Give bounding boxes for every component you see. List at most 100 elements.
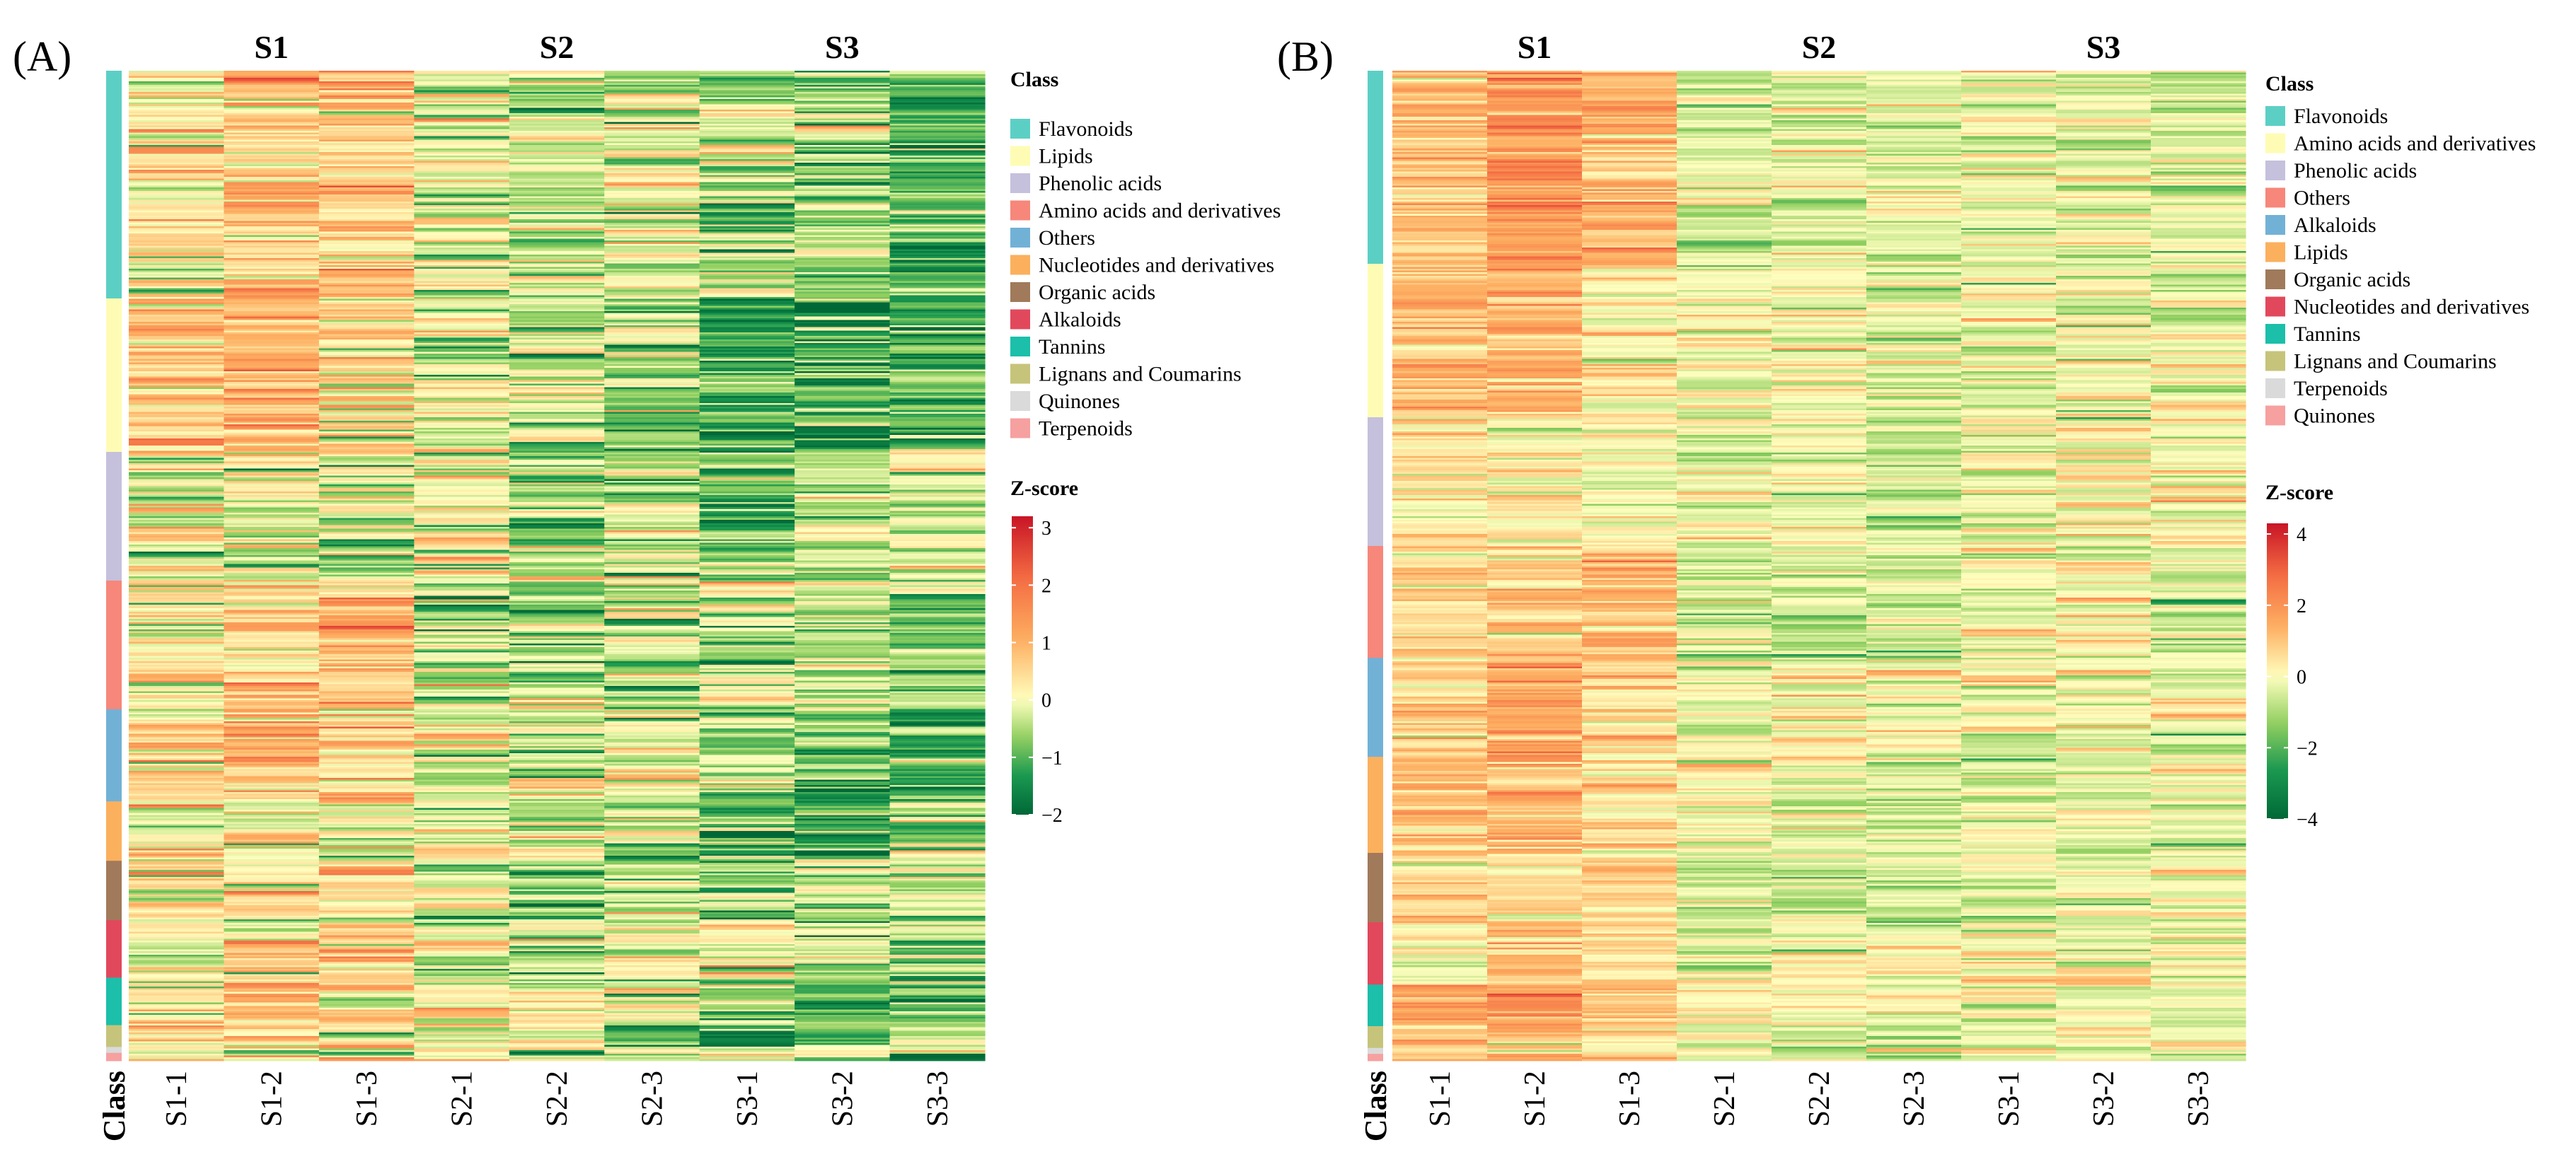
heatmap-cell (414, 382, 510, 384)
heatmap-cell (318, 1023, 415, 1026)
heatmap-cell (318, 818, 415, 821)
heatmap-cell (795, 838, 891, 840)
heatmap-cell (129, 283, 225, 285)
heatmap-cell (699, 180, 795, 182)
heatmap-cell (224, 456, 320, 458)
heatmap-cell (414, 120, 510, 122)
heatmap-cell (604, 537, 700, 540)
heatmap-cell (318, 71, 415, 73)
heatmap-cell (129, 270, 225, 273)
heatmap-cell (889, 612, 986, 614)
heatmap-cell (699, 690, 795, 692)
heatmap-cell (224, 884, 320, 886)
heatmap-cell (224, 196, 320, 199)
heatmap-cell (414, 617, 510, 620)
heatmap-cell (318, 541, 415, 543)
heatmap-cell (129, 419, 225, 421)
heatmap-cell (795, 221, 891, 223)
heatmap-cell (224, 891, 320, 893)
heatmap-cell (509, 949, 605, 952)
heatmap-cell (414, 390, 510, 393)
heatmap-cell (889, 216, 986, 218)
heatmap-cell (318, 912, 415, 914)
heatmap-cell (889, 691, 986, 694)
heatmap-cell (699, 76, 795, 78)
heatmap-cell (318, 587, 415, 589)
heatmap-cell (509, 382, 605, 384)
heatmap-cell (795, 532, 891, 535)
heatmap-cell (129, 707, 225, 709)
heatmap-cell (509, 839, 605, 842)
heatmap-cell (604, 474, 700, 476)
heatmap-cell (318, 426, 415, 429)
heatmap-cell (889, 212, 986, 214)
heatmap-cell (889, 845, 986, 847)
heatmap-cell (889, 949, 986, 952)
heatmap-cell (129, 962, 225, 964)
heatmap-cell (604, 651, 700, 653)
heatmap-cell (604, 440, 700, 443)
heatmap-cell (224, 984, 320, 987)
heatmap-cell (414, 251, 510, 253)
heatmap-cell (318, 375, 415, 377)
heatmap-cell (795, 198, 891, 200)
heatmap-cell (224, 672, 320, 674)
heatmap-cell (129, 175, 225, 178)
heatmap-cell (224, 652, 320, 655)
heatmap-cell (224, 868, 320, 871)
heatmap-cell (224, 443, 320, 446)
heatmap-cell (318, 341, 415, 344)
heatmap-cell (224, 482, 320, 485)
heatmap-cell (604, 419, 700, 421)
heatmap-cell (699, 541, 795, 543)
heatmap-cell (604, 426, 700, 429)
heatmap-cell (889, 994, 986, 996)
heatmap-cell (129, 354, 225, 356)
heatmap-cell (699, 804, 795, 807)
heatmap-cell (509, 79, 605, 82)
heatmap-cell (795, 868, 891, 871)
heatmap-cell (224, 1001, 320, 1003)
heatmap-cell (318, 198, 415, 200)
heatmap-cell (889, 726, 986, 729)
heatmap-cell (509, 81, 605, 83)
heatmap-cell (795, 153, 891, 156)
heatmap-cell (699, 786, 795, 789)
heatmap-cell (129, 673, 225, 676)
heatmap-cell (509, 977, 605, 980)
heatmap-cell (795, 177, 891, 179)
heatmap-cell (604, 412, 700, 414)
heatmap-cell (604, 334, 700, 337)
heatmap-cell (509, 132, 605, 135)
heatmap-cell (224, 753, 320, 755)
heatmap-cell (414, 369, 510, 372)
heatmap-cell (604, 265, 700, 267)
heatmap-cell (224, 189, 320, 192)
heatmap-cell (318, 772, 415, 775)
heatmap-cell (699, 545, 795, 547)
heatmap-cell (224, 79, 320, 82)
heatmap-cell (509, 371, 605, 373)
heatmap-cell (129, 815, 225, 818)
heatmap-cell (509, 859, 605, 861)
heatmap-cell (795, 251, 891, 253)
heatmap-cell (318, 127, 415, 129)
heatmap-cell (795, 394, 891, 397)
heatmap-cell (414, 797, 510, 800)
heatmap-cell (224, 567, 320, 570)
heatmap-cell (318, 401, 415, 404)
heatmap-cell (509, 1020, 605, 1023)
heatmap-cell (318, 85, 415, 87)
heatmap-cell (129, 373, 225, 376)
heatmap-cell (889, 658, 986, 660)
heatmap-cell (604, 421, 700, 423)
heatmap-cell (224, 431, 320, 434)
heatmap-cell (224, 693, 320, 695)
heatmap-cell (509, 842, 605, 844)
heatmap-cell (509, 431, 605, 434)
heatmap-cell (795, 1034, 891, 1037)
heatmap-cell (889, 673, 986, 676)
heatmap-cell (414, 737, 510, 740)
heatmap-cell (414, 127, 510, 129)
heatmap-cell (509, 962, 605, 964)
